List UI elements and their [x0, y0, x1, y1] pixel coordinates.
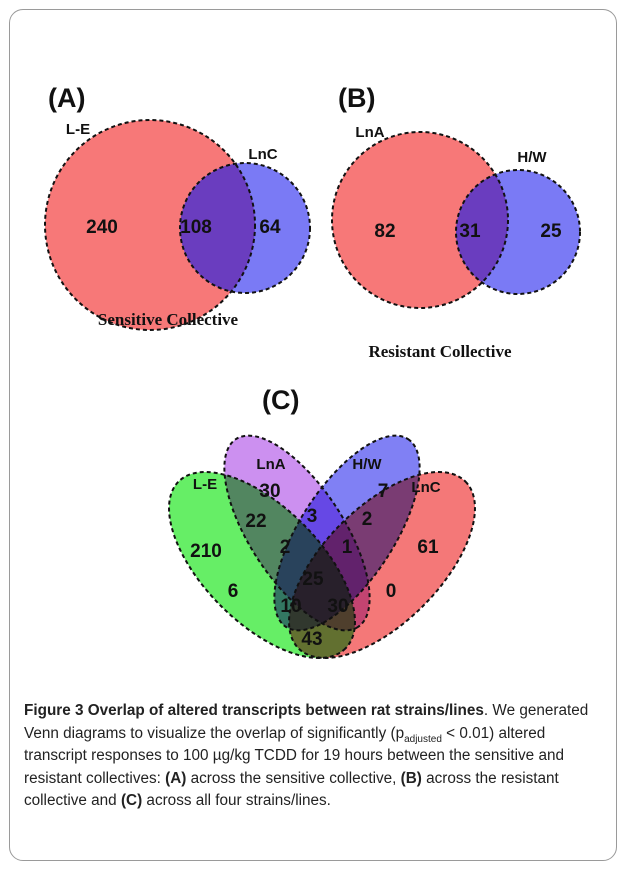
region-count: 240 [86, 217, 118, 238]
set-ellipse [274, 435, 420, 631]
overlap [180, 163, 255, 293]
region-count: 82 [374, 221, 395, 242]
region-count: 30 [259, 481, 280, 502]
caption-text: We generated Venn diagrams to visualize … [24, 702, 589, 742]
region-count: 25 [540, 221, 562, 242]
caption-text: < 0.01) altered transcript responses to … [24, 724, 564, 787]
region-count: 25 [302, 569, 324, 590]
set-label: LnA [256, 456, 285, 473]
set-outline [273, 434, 421, 632]
region-count: 7 [378, 481, 389, 502]
set-label: L-E [193, 476, 217, 493]
figure-caption: Figure 3 Overlap of altered transcripts … [24, 700, 609, 813]
caption-title: Figure 3 Overlap of altered transcripts … [24, 702, 484, 719]
set-label: LnC [411, 479, 440, 496]
region-count: 1 [342, 537, 353, 558]
region-count: 210 [190, 541, 222, 562]
region-count: 64 [259, 217, 281, 238]
caption-text: . [483, 702, 489, 719]
caption-text: across all four strains/lines. [142, 792, 331, 809]
region-count: 31 [459, 221, 481, 242]
caption-sub: adjusted [404, 733, 442, 745]
set-label: H/W [517, 149, 547, 166]
caption-label: (B) [400, 769, 422, 787]
panel-title: Resistant Collective [368, 342, 512, 361]
set-label: H/W [352, 456, 382, 473]
caption-label: (C) [120, 792, 143, 809]
region-count: 3 [307, 506, 318, 527]
region-count: 2 [362, 509, 373, 530]
figure: (A) L-E LnC 240 108 64 Sensitive Collect… [44, 83, 581, 659]
overlap [456, 170, 508, 294]
set-outline [223, 434, 371, 632]
region-count: 0 [386, 581, 397, 602]
figure-frame [9, 9, 617, 861]
region-count: 61 [417, 537, 439, 558]
region-count: 6 [228, 581, 239, 602]
panel-label: (A) [48, 83, 85, 113]
region-count: 30 [327, 596, 348, 617]
set-label: L-E [66, 121, 90, 138]
caption-text: across the resistant collective and [24, 769, 559, 810]
caption-label: (A) [165, 769, 187, 787]
panel-label: (B) [338, 83, 375, 113]
set-outline [331, 131, 509, 309]
set-outline [168, 471, 356, 659]
set-label: LnA [355, 124, 384, 141]
region-count: 2 [280, 537, 291, 558]
caption-text: across the sensitive collective, [186, 769, 401, 787]
region-count: 10 [280, 596, 301, 617]
panel-label: (C) [262, 385, 299, 415]
set-outline [44, 119, 256, 331]
region-count: 108 [180, 217, 212, 238]
region-count: 22 [245, 511, 266, 532]
set-outline [455, 169, 581, 295]
set-label: LnC [248, 146, 277, 163]
set-outline [179, 162, 311, 294]
panel-title: Sensitive Collective [98, 310, 239, 329]
set-outline [288, 471, 476, 659]
region-count: 43 [301, 629, 322, 650]
